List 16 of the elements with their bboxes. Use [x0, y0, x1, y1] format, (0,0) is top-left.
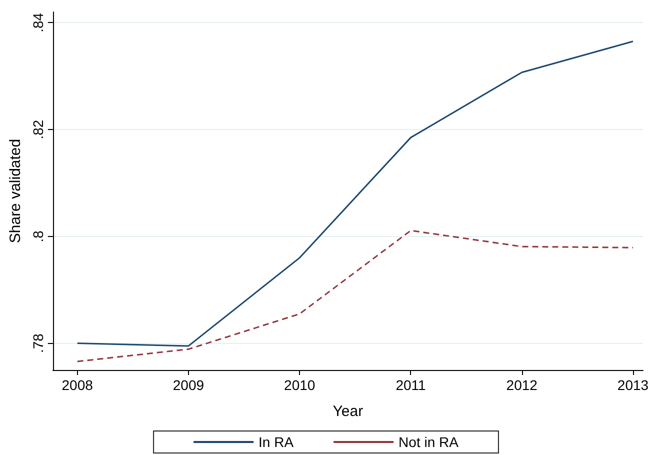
y-axis-title: Share validated: [7, 138, 24, 244]
y-tick-label: .8: [30, 230, 46, 242]
x-tick-label: 2009: [172, 377, 204, 393]
x-tick-label: 2012: [506, 377, 538, 393]
legend-label: In RA: [258, 434, 294, 450]
x-tick-label: 2011: [396, 377, 426, 393]
legend-label: Not in RA: [398, 434, 460, 450]
x-tick-label: 2010: [284, 377, 316, 393]
line-series: [76, 40, 634, 347]
y-tick-label: .84: [30, 12, 46, 32]
y-tick-label: .78: [30, 333, 46, 354]
x-axis-title: Year: [332, 403, 364, 420]
line-series: [76, 230, 634, 362]
x-tick-label: 2008: [62, 377, 94, 393]
y-tick-label: .82: [30, 120, 46, 140]
x-tick-label: 2013: [617, 377, 649, 393]
